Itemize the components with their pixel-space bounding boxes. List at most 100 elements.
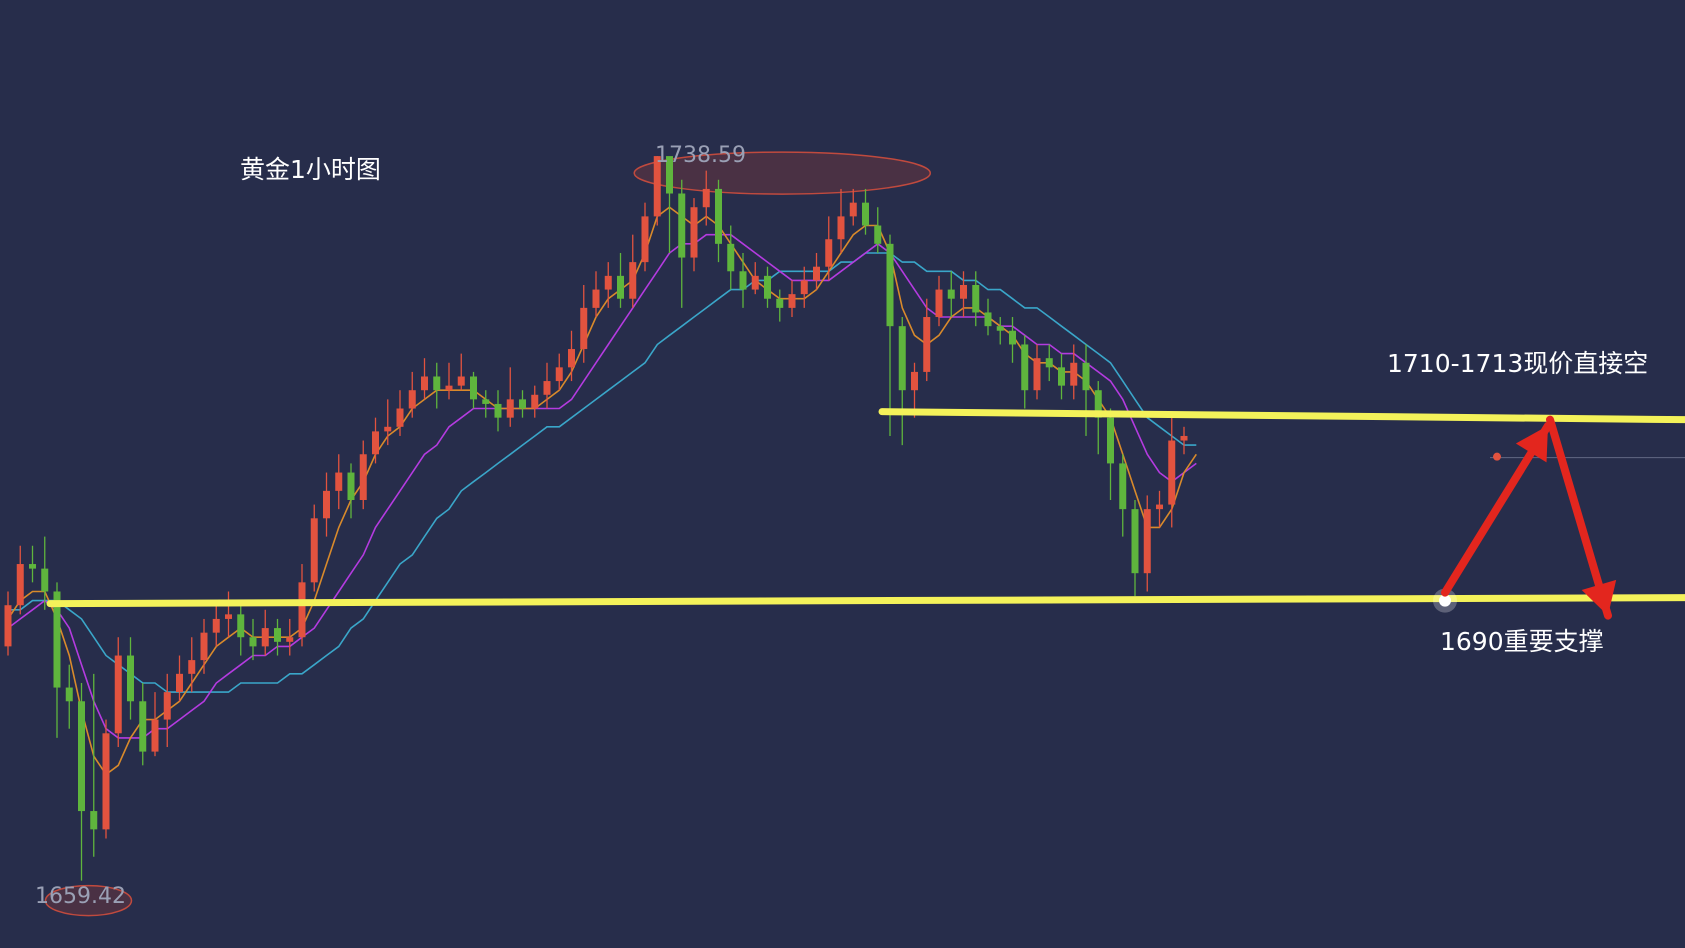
candle-body xyxy=(102,733,110,830)
candle-body xyxy=(1058,367,1065,386)
candle xyxy=(1070,344,1078,400)
candle xyxy=(421,358,428,400)
candle xyxy=(163,673,171,748)
candle xyxy=(935,275,943,327)
candle-body xyxy=(788,294,796,308)
candle-body xyxy=(923,317,931,372)
candle xyxy=(996,317,1004,345)
candle xyxy=(286,618,294,656)
candle xyxy=(813,252,820,290)
candle xyxy=(849,188,857,226)
candle-body xyxy=(727,243,735,272)
candle xyxy=(506,367,514,427)
candle xyxy=(274,618,281,656)
candle-body xyxy=(1021,344,1029,391)
candle-body xyxy=(1070,362,1078,386)
candle-body xyxy=(384,426,392,432)
candle-body xyxy=(4,605,12,647)
candle-body xyxy=(1082,362,1090,391)
candle xyxy=(629,234,637,308)
candle-body xyxy=(996,326,1004,331)
candle-body xyxy=(274,628,281,642)
high-highlight-ellipse xyxy=(633,151,931,195)
candle-body xyxy=(396,408,404,427)
candle-body xyxy=(935,289,943,318)
candle xyxy=(874,207,882,253)
candle-body xyxy=(1107,417,1114,464)
candle-body xyxy=(1009,330,1016,345)
candle xyxy=(886,234,894,436)
candle-body xyxy=(139,701,147,752)
candle xyxy=(494,390,502,432)
candle xyxy=(702,170,710,226)
candle-body xyxy=(825,239,833,267)
candle-body xyxy=(41,568,49,592)
resistance-label: 1710-1713现价直接空 xyxy=(1387,349,1648,378)
candle-body xyxy=(151,719,159,752)
candle xyxy=(678,179,686,308)
candle xyxy=(1180,426,1188,455)
candle xyxy=(1033,344,1041,400)
ma-fast-line xyxy=(7,206,1197,776)
ma-slow-line xyxy=(8,252,1197,693)
candle xyxy=(617,252,624,308)
candle-body xyxy=(1168,440,1176,505)
candle-body xyxy=(531,394,539,409)
candle xyxy=(41,536,49,610)
candle-body xyxy=(690,207,698,258)
candle xyxy=(825,216,833,281)
candle-body xyxy=(947,289,955,299)
candle-body xyxy=(629,262,637,299)
candle-body xyxy=(347,472,355,500)
candle-body xyxy=(78,701,85,812)
candle-body xyxy=(519,399,526,409)
candle-body xyxy=(898,326,906,391)
candle xyxy=(249,618,257,661)
candle-body xyxy=(751,275,759,290)
candle xyxy=(923,298,931,382)
candle-body xyxy=(323,490,330,519)
candle-body xyxy=(1033,358,1041,391)
candle-body xyxy=(506,399,514,418)
candle-body xyxy=(678,193,686,258)
candle-body xyxy=(445,385,453,391)
candle xyxy=(359,440,367,510)
candle xyxy=(947,271,955,318)
candle xyxy=(384,399,392,446)
candle xyxy=(800,266,808,308)
candle xyxy=(29,545,36,583)
candle xyxy=(372,417,379,464)
current-price-dot xyxy=(1493,452,1501,461)
candle-body xyxy=(298,582,306,638)
candle-body xyxy=(372,431,379,455)
candle-body xyxy=(568,349,575,368)
candle-body xyxy=(482,399,490,404)
candle xyxy=(543,362,551,409)
candle-body xyxy=(800,280,808,295)
candle xyxy=(65,664,73,729)
candle xyxy=(1156,490,1163,528)
candle xyxy=(347,463,355,519)
candle-body xyxy=(984,312,992,327)
candle-body xyxy=(739,271,747,290)
candle xyxy=(114,637,122,748)
candle xyxy=(1058,353,1065,400)
arrow-down-shaft xyxy=(1546,415,1612,620)
candle-body xyxy=(310,518,318,583)
candle xyxy=(151,692,159,757)
candle xyxy=(323,472,330,537)
candle xyxy=(1143,495,1151,592)
candle-body xyxy=(960,285,967,299)
candle-body xyxy=(335,472,343,491)
candle-body xyxy=(470,376,477,400)
candle-body xyxy=(1094,390,1102,418)
candle xyxy=(16,545,24,615)
candle xyxy=(408,371,416,418)
candle-body xyxy=(16,564,24,606)
candle xyxy=(1168,417,1176,528)
candle-body xyxy=(188,660,196,674)
candle xyxy=(1082,344,1090,436)
candle-body xyxy=(764,275,771,299)
arrow-down-head xyxy=(1581,579,1617,616)
